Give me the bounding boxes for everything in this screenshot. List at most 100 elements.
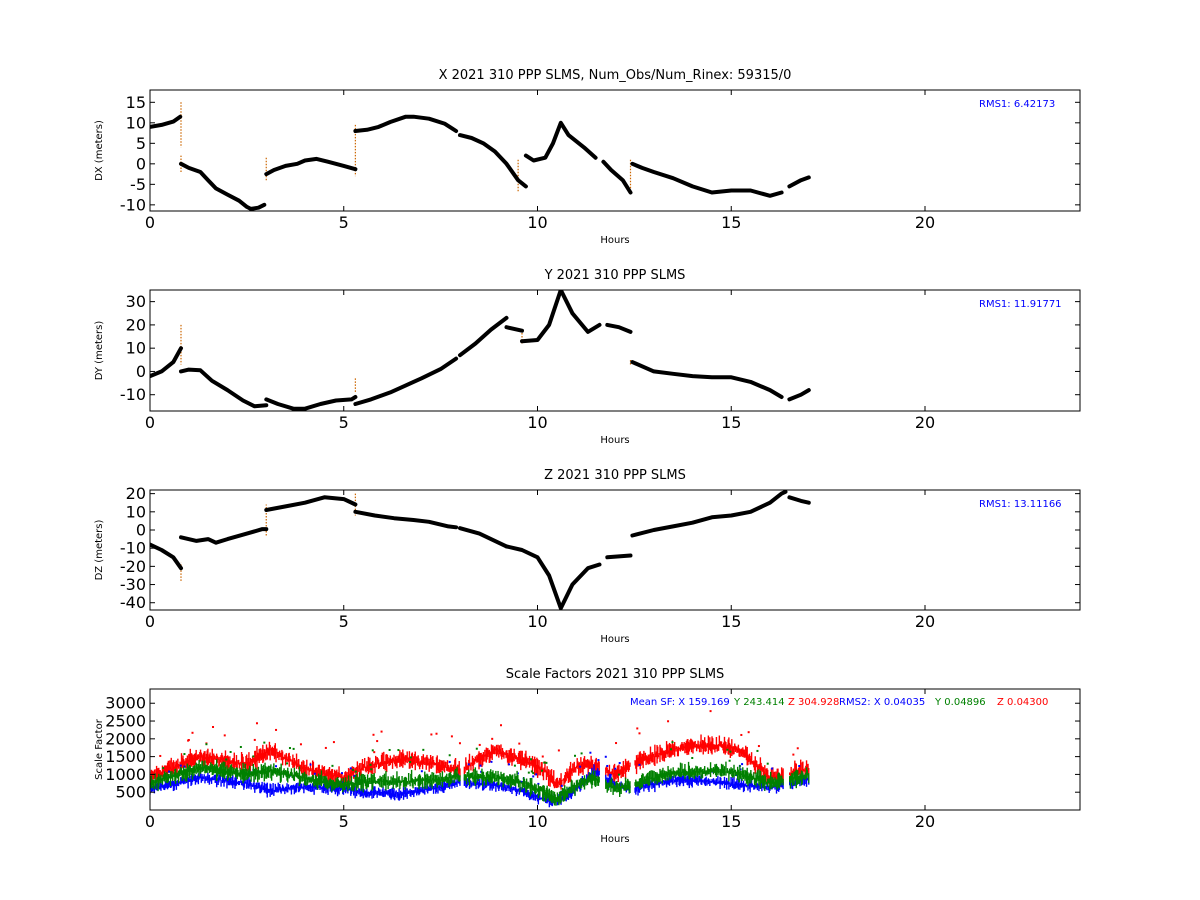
data-series-segment (504, 544, 602, 610)
scale-factor-outlier (560, 784, 563, 787)
scale-factor-annotation: Mean SF: X 159.169 (630, 697, 730, 708)
scale-factor-outlier (499, 724, 502, 727)
y-tick-label: -40 (120, 593, 146, 612)
y-tick-label: 5 (136, 134, 146, 153)
scale-factor-outlier (491, 737, 494, 740)
scale-factor-outlier (796, 747, 799, 750)
scale-factor-outlier (255, 722, 258, 725)
scale-factor-outlier (691, 769, 694, 772)
scale-factor-outlier (225, 758, 228, 761)
scale-factor-outlier (543, 761, 546, 764)
scale-factor-annotation: RMS2: X 0.04035 (839, 697, 925, 708)
x-tick-label: 15 (721, 213, 741, 232)
y-tick-label: 10 (126, 339, 146, 358)
data-series-segment (787, 495, 811, 505)
scale-factor-outlier (792, 753, 795, 756)
x-tick-label: 5 (339, 413, 349, 432)
scale-factor-outlier (373, 751, 376, 754)
scale-factor-outlier (448, 760, 451, 763)
data-series-segment (353, 114, 459, 133)
scale-factor-outlier (756, 749, 759, 752)
data-series-segment (150, 346, 183, 379)
scale-factor-outlier (728, 759, 731, 762)
x-tick-label: 20 (915, 413, 935, 432)
scale-factor-outlier (420, 770, 423, 773)
scale-factor-outlier (527, 771, 530, 774)
data-series-segment (630, 490, 788, 538)
x-tick-label: 10 (527, 413, 547, 432)
scale-factor-series-1 (150, 710, 810, 790)
scale-factor-outlier (667, 720, 670, 723)
chart-title: Y 2021 310 PPP SLMS (544, 268, 686, 283)
chart-title: Z 2021 310 PPP SLMS (544, 468, 686, 483)
scale-factor-outlier (537, 782, 540, 785)
data-point (353, 129, 357, 133)
scale-factor-outlier (353, 774, 356, 777)
axes-frame (149, 688, 1081, 811)
scale-factor-outlier (729, 750, 732, 753)
data-series-segment (787, 175, 811, 189)
rms-annotation: RMS1: 13.11166 (979, 499, 1062, 510)
scale-factor-outlier (478, 743, 481, 746)
x-tick-label: 10 (527, 812, 547, 831)
data-series-segment (353, 356, 459, 406)
scale-factor-outlier (450, 735, 453, 738)
scale-factor-outlier (299, 743, 302, 746)
axes-frame (149, 289, 1081, 412)
scale-factor-outlier (309, 763, 312, 766)
data-point (505, 544, 508, 548)
x-tick-label: 10 (527, 213, 547, 232)
x-tick-label: 15 (721, 812, 741, 831)
y-axis-label: Scale Factor (94, 718, 105, 780)
x-axis-label: Hours (600, 235, 629, 246)
y-tick-label: -5 (130, 175, 146, 194)
scale-factor-outlier (597, 759, 600, 762)
x-tick-label: 0 (145, 612, 155, 631)
scale-factor-outlier (409, 756, 412, 759)
scale-factor-outlier (513, 764, 516, 767)
scale-factor-outlier (739, 768, 742, 771)
scale-factor-outlier (757, 745, 760, 748)
data-series-segment (179, 527, 269, 545)
scale-factor-outlier (638, 732, 641, 735)
scale-factor-outlier (669, 748, 672, 751)
y-axis-label: DZ (meters) (94, 519, 105, 580)
data-point (520, 339, 524, 343)
scale-factor-outlier (467, 763, 470, 766)
scale-factor-outlier (747, 731, 750, 734)
data-series-segment (264, 495, 358, 512)
x-axis-label: Hours (600, 834, 629, 845)
scale-factor-outlier (388, 748, 391, 751)
scale-factor-outlier (516, 772, 519, 775)
scale-factor-outlier (508, 763, 511, 766)
scale-factor-outlier (239, 745, 242, 748)
scale-factor-outlier (545, 761, 548, 764)
scale-factor-outlier (638, 763, 641, 766)
data-series-segment (150, 542, 183, 571)
scale-factor-outlier (162, 767, 165, 770)
data-point (264, 397, 268, 401)
scale-factor-outlier (636, 727, 639, 730)
scale-factor-outlier (479, 764, 482, 767)
scale-factor-outlier (332, 741, 335, 744)
plot-area (150, 490, 811, 610)
data-point (630, 533, 634, 537)
data-series-segment (787, 388, 811, 402)
scale-factor-outlier (183, 765, 186, 768)
x-tick-label: 5 (339, 213, 349, 232)
scale-factor-outlier (606, 764, 609, 767)
data-series-segment (605, 553, 633, 560)
scale-factor-outlier (535, 773, 538, 776)
data-point (787, 495, 791, 499)
chart-panel-2: 0 5 10 15 20 -10 0 10 20 30 Y 2021 310 PPP SLMS Hou… (94, 268, 1081, 446)
data-point (601, 160, 605, 164)
x-tick-label: 5 (339, 612, 349, 631)
y-tick-label: -20 (120, 557, 146, 576)
scale-factor-outlier (532, 775, 535, 778)
y-axis-label: DY (meters) (94, 321, 105, 381)
axes-frame (149, 489, 1081, 611)
plot-area (150, 102, 811, 211)
scale-factor-annotation: Z 0.04300 (997, 697, 1048, 708)
data-series-segment (458, 133, 528, 189)
